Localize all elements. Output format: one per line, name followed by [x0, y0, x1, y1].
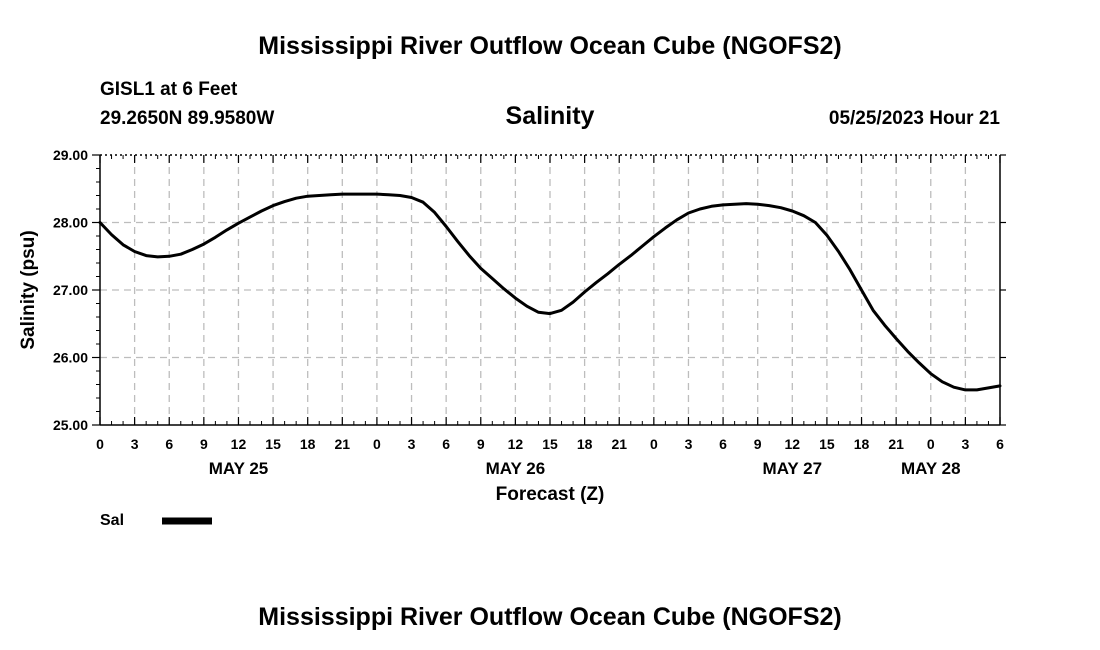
x-tick-label: 3	[961, 436, 969, 452]
x-tick-label: 18	[300, 436, 316, 452]
x-tick-label: 18	[854, 436, 870, 452]
footer-title: Mississippi River Outflow Ocean Cube (NG…	[258, 603, 841, 631]
x-tick-label: 3	[408, 436, 416, 452]
station-label: GISL1 at 6 Feet	[100, 79, 238, 100]
x-tick-label: 9	[200, 436, 208, 452]
x-tick-label: 15	[265, 436, 281, 452]
station-coords: 29.2650N 89.9580W	[100, 108, 274, 129]
legend: Sal	[100, 512, 212, 529]
x-tick-label: 3	[685, 436, 693, 452]
legend-label: Sal	[100, 512, 124, 529]
x-tick-label: 9	[754, 436, 762, 452]
x-tick-label: 15	[819, 436, 835, 452]
x-tick-labels: 0 3 6 9 12 15 18 21 0 3 6 9 12 15 18 21 0 3 6 9 12 15 18 21 0 3 6	[96, 436, 1004, 452]
y-tick-label: 29.00	[53, 147, 88, 163]
grid-lines	[100, 155, 1000, 425]
chart-title: Salinity	[506, 102, 595, 130]
x-tick-label: 15	[542, 436, 558, 452]
x-tick-label: 12	[231, 436, 247, 452]
x-tick-label: 0	[650, 436, 658, 452]
y-axis-label: Salinity (psu)	[18, 230, 39, 349]
x-tick-label: 18	[577, 436, 593, 452]
date-labels: MAY 25 MAY 26 MAY 27 MAY 28	[209, 459, 961, 478]
date-label: MAY 26	[486, 459, 546, 478]
y-tick-label: 28.00	[53, 215, 88, 231]
forecast-timestamp: 05/25/2023 Hour 21	[829, 108, 1001, 129]
date-label: MAY 28	[901, 459, 961, 478]
x-tick-label: 6	[996, 436, 1004, 452]
x-tick-label: 6	[165, 436, 173, 452]
y-tick-label: 25.00	[53, 417, 88, 433]
x-tick-label: 0	[373, 436, 381, 452]
x-tick-label: 0	[927, 436, 935, 452]
x-tick-label: 12	[508, 436, 524, 452]
x-tick-label: 21	[888, 436, 904, 452]
x-tick-label: 21	[335, 436, 351, 452]
date-label: MAY 25	[209, 459, 269, 478]
main-title: Mississippi River Outflow Ocean Cube (NG…	[258, 32, 841, 60]
x-axis-label: Forecast (Z)	[496, 484, 605, 505]
x-tick-label: 21	[611, 436, 627, 452]
x-tick-label: 9	[477, 436, 485, 452]
x-tick-label: 12	[785, 436, 801, 452]
x-tick-label: 0	[96, 436, 104, 452]
y-tick-label: 27.00	[53, 282, 88, 298]
date-label: MAY 27	[763, 459, 823, 478]
y-tick-labels: 25.00 26.00 27.00 28.00 29.00	[53, 147, 88, 433]
series-line-sal	[98, 192, 1002, 392]
series-layer	[98, 192, 1002, 392]
x-tick-label: 6	[719, 436, 727, 452]
plot-axes	[92, 154, 1006, 426]
y-tick-label: 26.00	[53, 350, 88, 366]
x-tick-label: 3	[131, 436, 139, 452]
x-tick-label: 6	[442, 436, 450, 452]
